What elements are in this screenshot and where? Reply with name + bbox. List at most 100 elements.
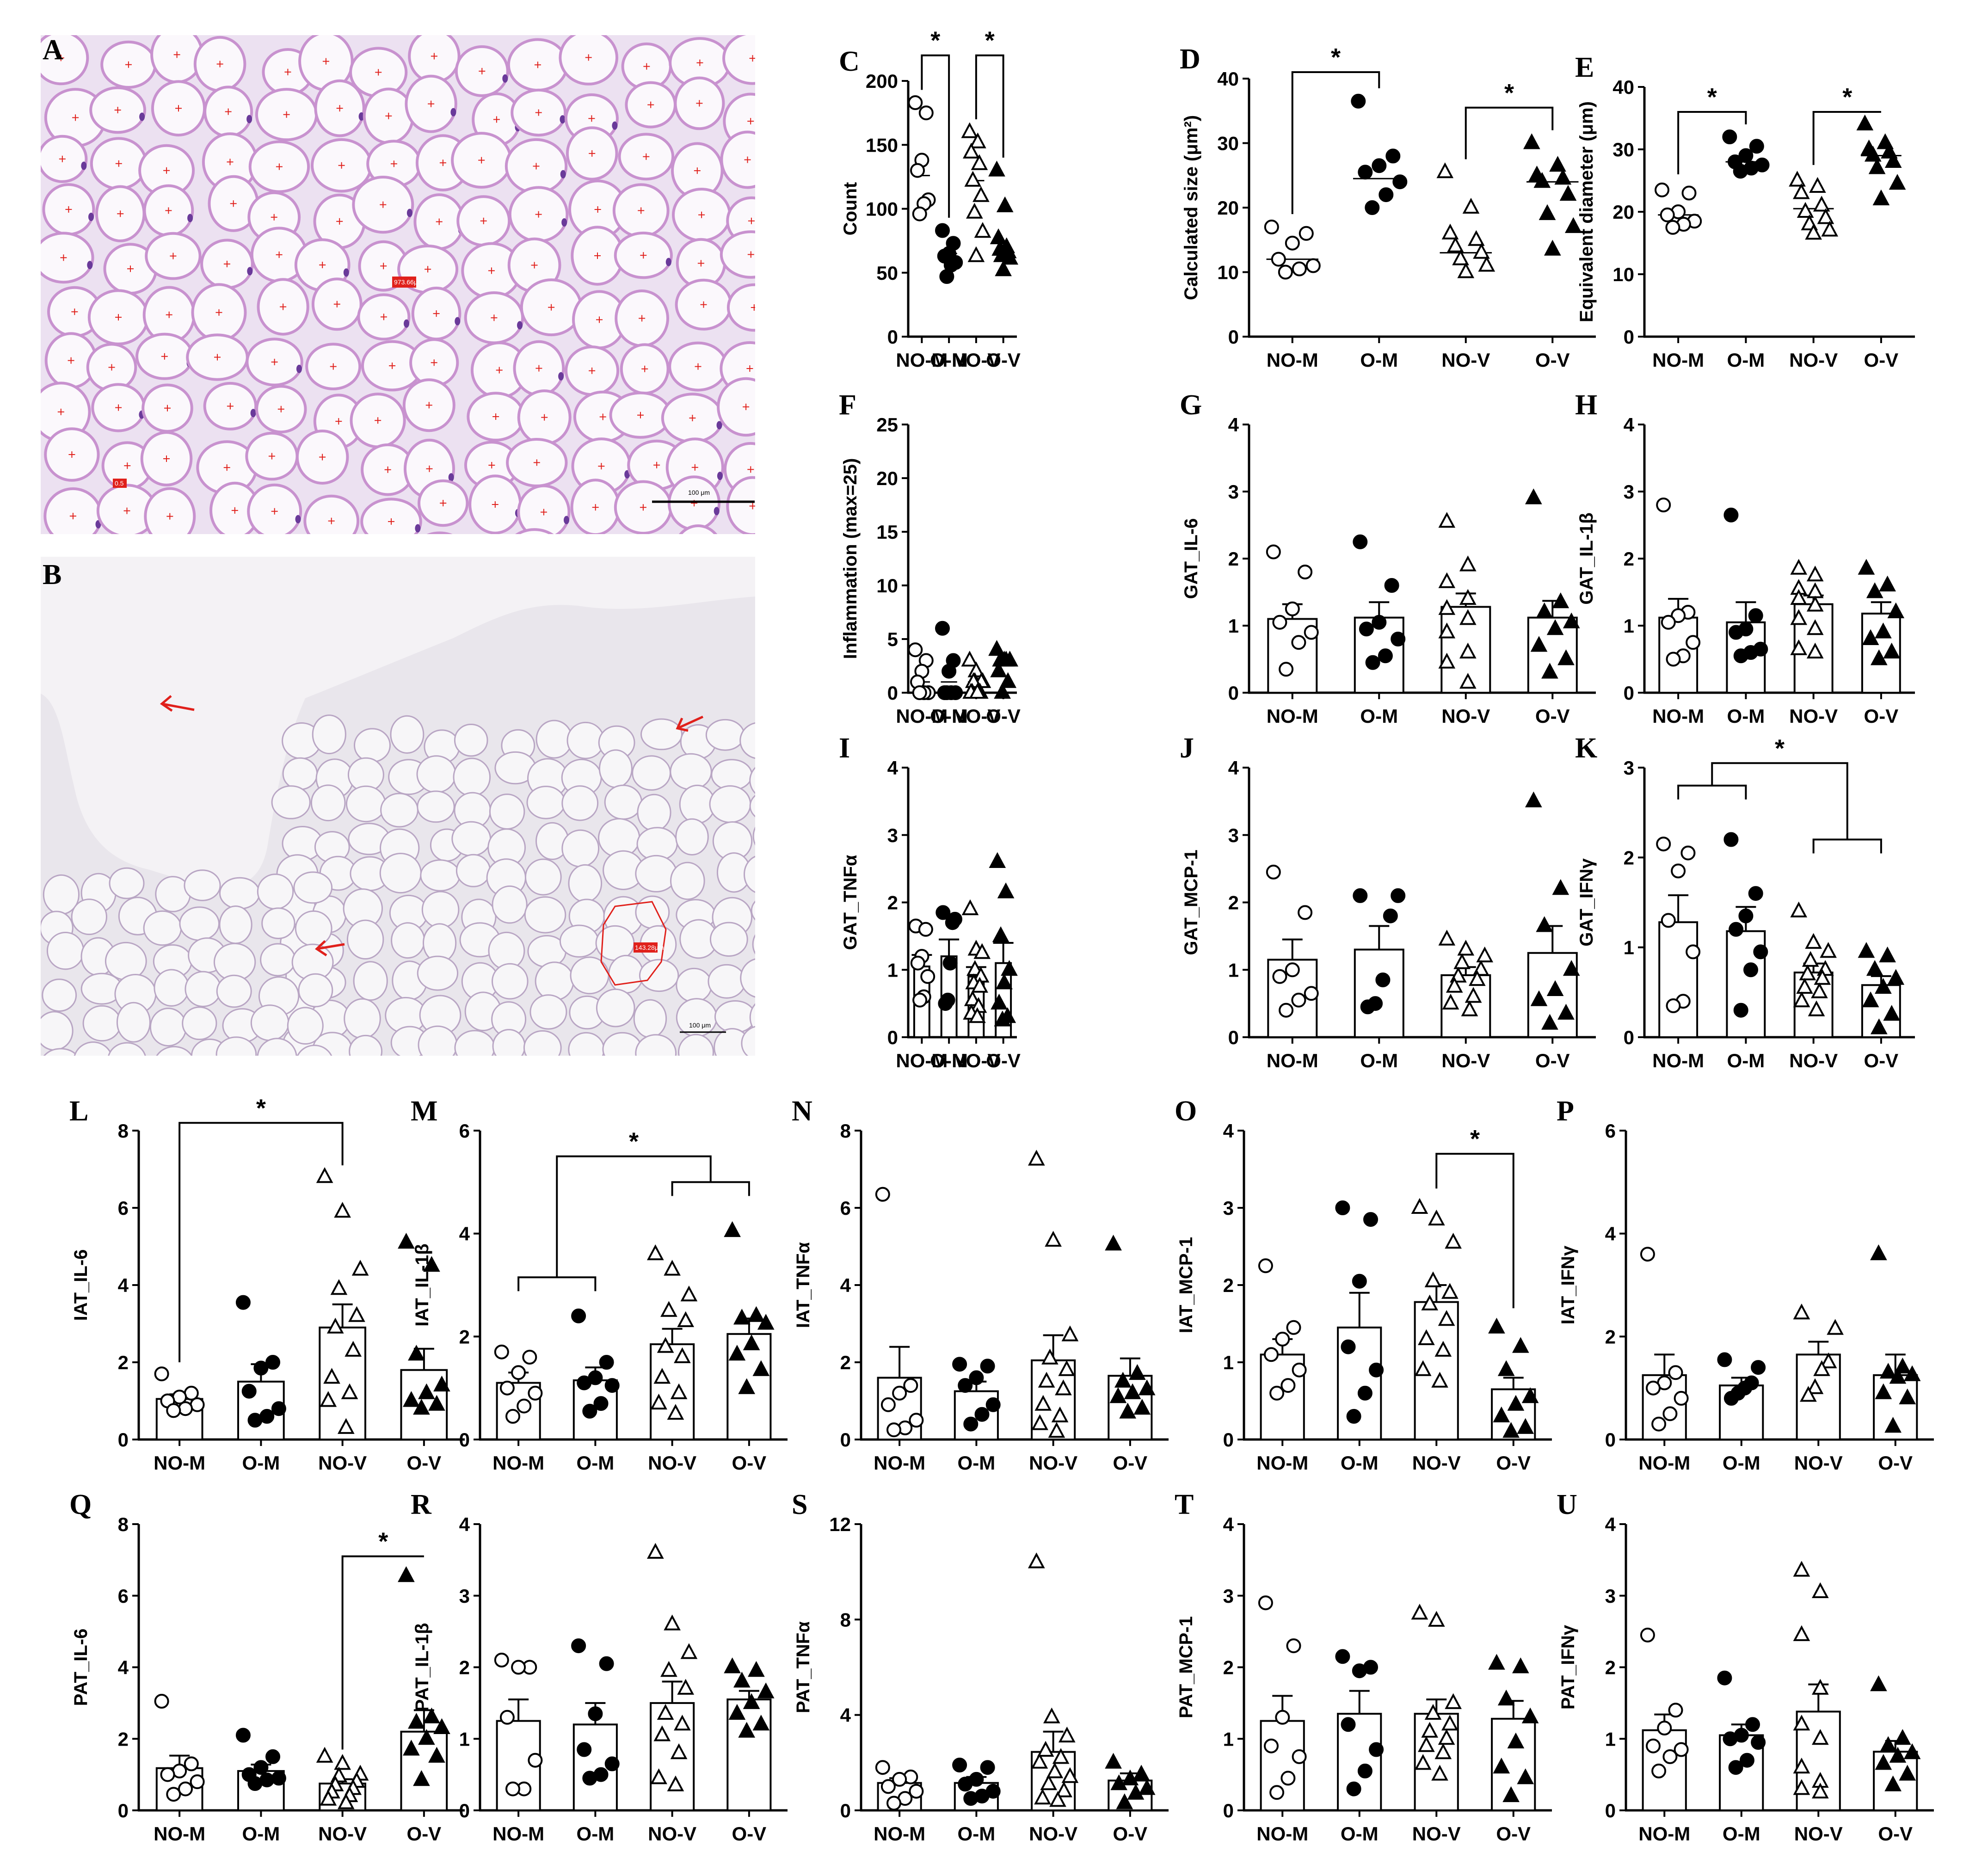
data-point bbox=[752, 1360, 770, 1376]
data-point bbox=[1797, 202, 1814, 218]
adipocyte bbox=[726, 476, 755, 534]
adipocyte bbox=[149, 1008, 187, 1047]
data-point bbox=[271, 1771, 286, 1786]
data-point bbox=[528, 1753, 543, 1768]
data-point bbox=[1438, 599, 1456, 615]
cell-center-mark bbox=[698, 211, 705, 218]
data-point bbox=[1114, 1372, 1132, 1388]
data-point bbox=[1894, 1729, 1911, 1745]
cell-center-mark bbox=[746, 365, 753, 372]
x-tick-label: O-V bbox=[732, 1823, 767, 1845]
data-point bbox=[942, 955, 958, 971]
y-axis-title: PAT_IFNγ bbox=[1558, 1624, 1578, 1710]
data-point bbox=[958, 1777, 973, 1792]
cell-center-mark bbox=[640, 252, 647, 259]
cell-center-mark bbox=[277, 406, 284, 412]
y-axis-title: IAT_IL-6 bbox=[71, 1249, 91, 1321]
nucleus bbox=[560, 115, 566, 124]
data-point bbox=[1119, 1403, 1137, 1419]
data-point bbox=[743, 1334, 760, 1350]
y-tick-label: 0 bbox=[1624, 326, 1634, 348]
cell-center-mark bbox=[65, 206, 72, 213]
panel-letter: S bbox=[792, 1489, 807, 1520]
data-point bbox=[969, 683, 986, 699]
cell-center-mark bbox=[170, 252, 177, 259]
cell-center-mark bbox=[431, 359, 437, 366]
y-tick-label: 1 bbox=[887, 959, 898, 981]
cell-center-mark bbox=[795, 153, 802, 160]
cell-center-mark bbox=[380, 201, 387, 208]
cell-center-mark bbox=[333, 301, 340, 308]
x-tick-label: O-M bbox=[1723, 1452, 1760, 1474]
data-point bbox=[1856, 114, 1874, 130]
y-tick-label: 4 bbox=[1605, 1223, 1616, 1245]
cell-center-mark bbox=[696, 100, 703, 107]
y-tick-label: 10 bbox=[876, 575, 898, 597]
adipocyte bbox=[82, 1005, 122, 1042]
adipocyte bbox=[749, 794, 755, 818]
cell-center-mark bbox=[548, 304, 555, 311]
data-point bbox=[1749, 139, 1764, 154]
cell-center-mark bbox=[596, 316, 603, 323]
cell-center-mark bbox=[72, 114, 79, 121]
data-point bbox=[990, 661, 1007, 677]
data-point bbox=[964, 171, 982, 187]
x-tick-label: O-M bbox=[1341, 1452, 1379, 1474]
data-point bbox=[966, 203, 983, 219]
data-point bbox=[1640, 1627, 1655, 1643]
y-tick-label: 150 bbox=[866, 134, 898, 156]
data-point bbox=[1488, 1317, 1505, 1334]
cell-center-mark bbox=[59, 155, 66, 162]
cell-center-mark bbox=[599, 413, 606, 420]
data-point bbox=[1299, 226, 1314, 241]
cell-center-mark bbox=[380, 263, 387, 270]
cell-center-mark bbox=[589, 150, 596, 157]
cell-center-mark bbox=[163, 167, 170, 174]
cell-center-mark bbox=[283, 111, 290, 118]
y-tick-label: 1 bbox=[1228, 959, 1239, 981]
data-point bbox=[1686, 635, 1701, 650]
adipocyte bbox=[108, 1042, 146, 1056]
nucleus bbox=[717, 472, 723, 480]
y-tick-label: 15 bbox=[876, 521, 898, 543]
selected-cell-label: 143.28μm bbox=[635, 944, 664, 951]
data-point bbox=[1488, 1654, 1505, 1670]
data-point bbox=[1034, 1395, 1052, 1411]
adipocyte bbox=[676, 998, 718, 1037]
adipocyte bbox=[709, 922, 748, 957]
nucleus bbox=[448, 473, 454, 482]
data-point bbox=[908, 642, 923, 658]
data-point bbox=[1285, 601, 1300, 616]
adipocyte bbox=[632, 755, 671, 791]
data-point bbox=[1434, 1341, 1452, 1357]
data-point bbox=[1793, 1303, 1810, 1320]
y-tick-label: 12 bbox=[829, 1513, 851, 1535]
y-tick-label: 0 bbox=[1605, 1429, 1616, 1451]
data-point bbox=[1512, 1657, 1529, 1673]
adipocyte bbox=[46, 932, 85, 970]
data-point bbox=[1468, 970, 1486, 986]
y-tick-label: 4 bbox=[1624, 414, 1635, 436]
adipocyte bbox=[109, 867, 145, 899]
data-point bbox=[1279, 662, 1294, 677]
data-point bbox=[657, 1337, 674, 1353]
y-tick-label: 10 bbox=[1613, 264, 1634, 285]
data-point bbox=[1858, 559, 1875, 575]
cell-center-mark bbox=[433, 310, 440, 317]
data-point bbox=[582, 1771, 597, 1786]
nucleus bbox=[415, 524, 421, 533]
adipocyte bbox=[749, 767, 755, 794]
data-point bbox=[320, 1790, 337, 1806]
x-tick-label: NO-M bbox=[1652, 1050, 1704, 1071]
y-tick-label: 0 bbox=[459, 1429, 470, 1451]
data-point bbox=[1285, 962, 1300, 978]
y-axis-title: IAT_TNFα bbox=[793, 1242, 813, 1328]
y-tick-label: 3 bbox=[459, 1585, 470, 1607]
adipocyte bbox=[282, 757, 318, 790]
data-point bbox=[1640, 1247, 1655, 1262]
data-point bbox=[1868, 158, 1886, 174]
cell-center-mark bbox=[496, 367, 503, 374]
nucleus bbox=[450, 108, 456, 117]
cell-center-mark bbox=[749, 503, 755, 510]
data-point bbox=[1866, 960, 1883, 976]
